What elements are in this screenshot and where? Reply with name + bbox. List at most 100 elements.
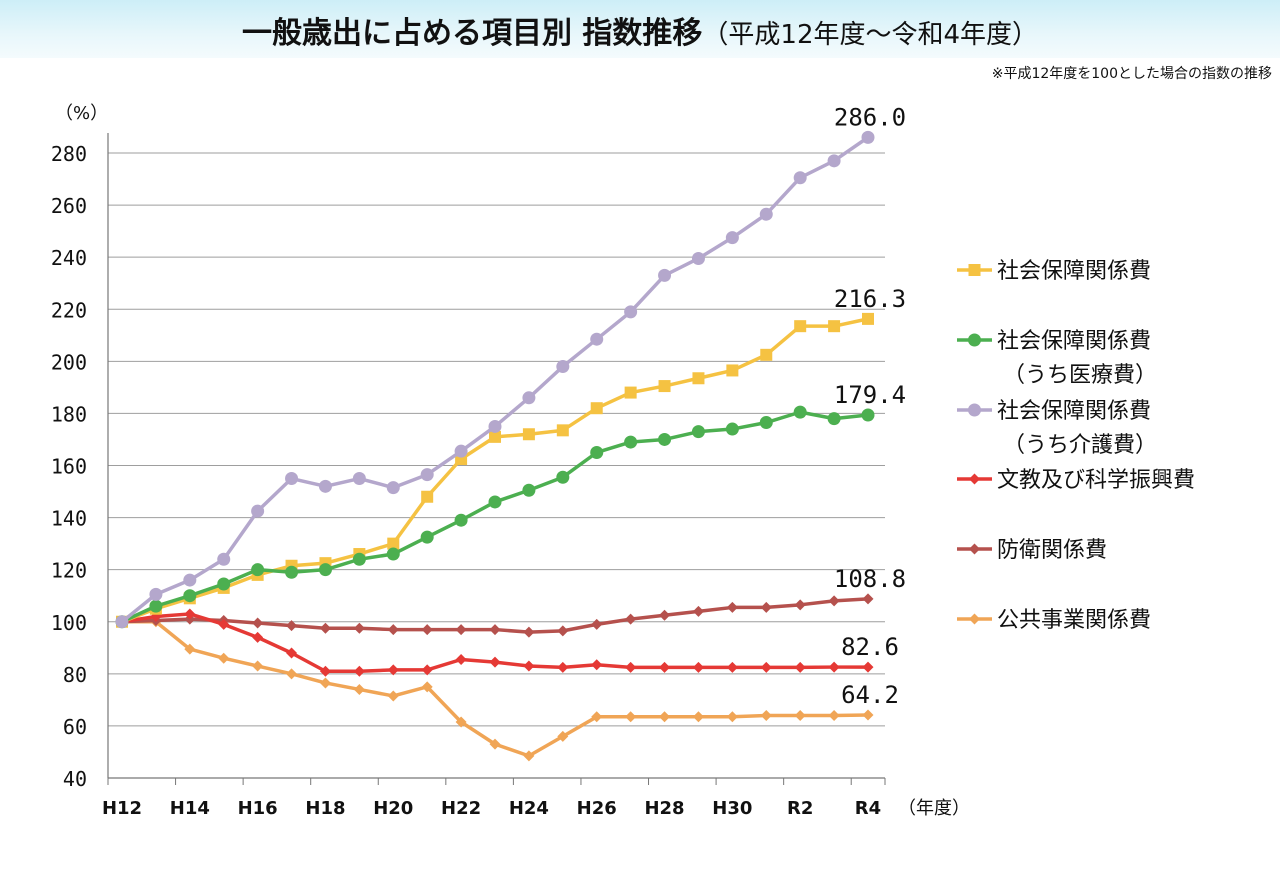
end-label-4: 108.8: [834, 565, 906, 593]
data-point: [251, 504, 265, 518]
end-label-5: 64.2: [841, 681, 899, 709]
x-tick-labels: H12 H14 H16 H18 H20 H22 H24 H26 H28 H30 R2 R4: [102, 798, 881, 819]
chart-note: ※平成12年度を100とした場合の指数の推移: [991, 66, 1272, 82]
data-point: [522, 483, 536, 497]
legend-item-0: 社会保障関係費: [957, 259, 1151, 284]
data-point: [590, 445, 604, 459]
data-point: [725, 231, 739, 245]
legend-swatch-marker: [969, 473, 980, 485]
data-point: [794, 599, 806, 611]
x-tick-H18: H18: [305, 798, 345, 819]
data-point: [286, 620, 298, 632]
data-point: [420, 530, 434, 544]
data-point: [793, 171, 807, 185]
data-point: [285, 472, 299, 486]
data-point: [454, 513, 468, 527]
data-point: [523, 750, 535, 762]
y-tick-240: 240: [51, 246, 87, 270]
data-point: [184, 608, 196, 620]
y-tick-140: 140: [51, 507, 87, 531]
data-point: [318, 479, 332, 493]
legend-item-1: 社会保障関係費 （うち医療費）: [957, 329, 1157, 388]
x-tick-H26: H26: [577, 798, 617, 819]
data-point: [591, 711, 603, 723]
data-point: [692, 661, 704, 673]
y-tick-120: 120: [51, 559, 87, 583]
x-tick-R4: R4: [855, 798, 881, 819]
data-point: [861, 130, 875, 144]
data-point: [828, 710, 840, 721]
legend-label: 社会保障関係費: [997, 329, 1151, 354]
data-point: [455, 716, 467, 728]
data-point: [625, 711, 637, 723]
legend-label: 公共事業関係費: [997, 608, 1151, 633]
data-point: [420, 468, 434, 482]
data-point: [387, 664, 399, 676]
data-point: [794, 320, 807, 333]
x-tick-H28: H28: [644, 798, 684, 819]
data-point: [421, 490, 434, 503]
data-point: [183, 589, 197, 603]
data-point: [523, 626, 535, 638]
x-tick-H12: H12: [102, 798, 142, 819]
data-point: [759, 416, 773, 430]
data-point: [658, 380, 671, 393]
data-point: [862, 661, 874, 673]
data-point: [862, 593, 874, 605]
data-point: [691, 425, 705, 439]
data-point: [862, 312, 874, 325]
legend-swatch-marker: [969, 613, 980, 625]
legend-swatch-marker: [969, 543, 980, 555]
data-point: [252, 617, 264, 629]
data-point: [760, 661, 772, 673]
data-point: [759, 207, 773, 221]
data-point: [353, 665, 365, 677]
legend-item-5: 公共事業関係費: [957, 608, 1151, 633]
data-point: [522, 428, 535, 441]
series-line-2: [120, 135, 869, 624]
x-tick-R2: R2: [787, 798, 813, 819]
data-point: [454, 444, 468, 458]
data-point: [658, 432, 672, 446]
data-point: [218, 652, 230, 664]
data-point: [658, 268, 672, 282]
data-point: [286, 647, 298, 659]
data-point: [149, 587, 163, 601]
y-tick-80: 80: [63, 663, 87, 687]
series-4: [116, 593, 874, 638]
y-tick-100: 100: [51, 611, 87, 635]
data-point: [625, 613, 637, 625]
data-point: [659, 661, 671, 673]
x-tick-H20: H20: [373, 798, 413, 819]
data-point: [286, 668, 298, 680]
data-point: [319, 622, 331, 634]
data-point: [725, 422, 739, 436]
data-point: [556, 470, 570, 484]
data-point: [352, 552, 366, 566]
data-point: [386, 481, 400, 495]
y-unit-label: （%）: [55, 103, 108, 124]
data-point: [319, 665, 331, 677]
series-line-5: [122, 620, 869, 758]
x-tick-H24: H24: [509, 798, 549, 819]
data-point: [590, 332, 604, 346]
data-point: [115, 615, 129, 629]
chart-title-sub: （平成12年度～令和4年度）: [702, 20, 1039, 50]
data-point: [218, 618, 230, 630]
y-tick-160: 160: [51, 455, 87, 479]
data-point: [591, 618, 603, 630]
data-point: [455, 624, 467, 636]
y-tick-200: 200: [51, 350, 87, 374]
x-tick-H22: H22: [441, 798, 481, 819]
data-point: [794, 661, 806, 673]
series-line-1: [121, 410, 869, 624]
y-tick-60: 60: [63, 715, 87, 739]
legend-label: 文教及び科学振興費: [997, 468, 1195, 493]
data-point: [591, 659, 603, 671]
data-point: [556, 424, 569, 437]
data-point: [489, 624, 501, 636]
data-point: [827, 154, 841, 168]
data-point: [557, 661, 569, 673]
data-point: [387, 690, 399, 702]
data-point: [149, 599, 163, 613]
